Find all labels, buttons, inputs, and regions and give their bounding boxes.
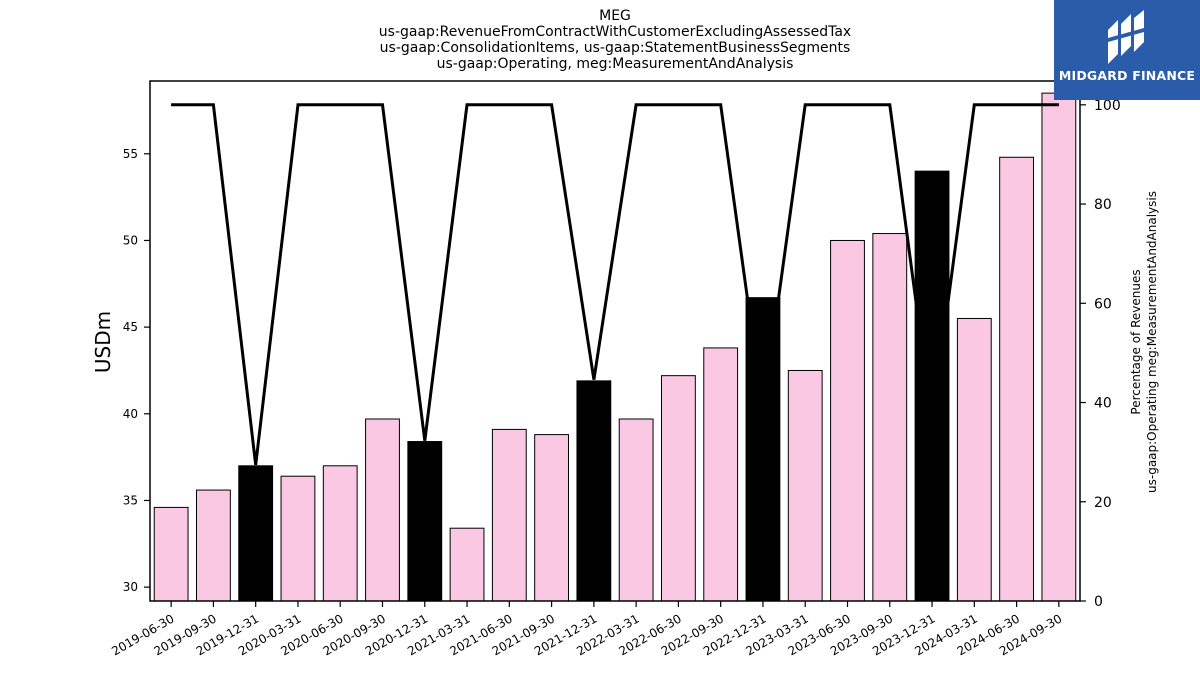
- y2-tick-label: 60: [1094, 296, 1112, 312]
- title-line: us-gaap:ConsolidationItems, us-gaap:Stat…: [380, 40, 851, 56]
- bar: [787, 369, 823, 602]
- bar: [365, 418, 400, 602]
- bar: [830, 239, 865, 602]
- bar-series: [153, 92, 1077, 602]
- y2-label-line: Percentage of Revenues: [1129, 269, 1143, 414]
- percentage-line-series: [171, 103, 1059, 466]
- y2-label-line: us-gaap:Operating meg:MeasurementAndAnal…: [1145, 191, 1159, 493]
- y-tick-label: 50: [123, 233, 138, 247]
- midgard-finance-logo: MIDGARD FINANCE: [1054, 0, 1200, 100]
- bar: [1041, 92, 1077, 602]
- bar: [449, 527, 485, 602]
- y-tick-label: 30: [123, 580, 138, 594]
- bar: [618, 418, 654, 602]
- bar: [661, 375, 696, 602]
- midgard-logo-icon: [1108, 10, 1144, 64]
- y-axis-right: 0 20 40 60 80 100: [1080, 98, 1121, 610]
- bar: [322, 465, 358, 602]
- y2-tick-label: 80: [1094, 197, 1112, 213]
- bar: [238, 465, 274, 602]
- bar: [196, 489, 231, 602]
- y2-tick-label: 20: [1094, 495, 1112, 511]
- y-axis-left: 30 35 40 45 50 55: [123, 147, 150, 594]
- bar: [914, 170, 950, 602]
- title-line: MEG: [599, 8, 631, 24]
- y-tick-label: 55: [123, 147, 138, 161]
- y2-tick-label: 40: [1094, 396, 1112, 412]
- title-line: us-gaap:RevenueFromContractWithCustomerE…: [379, 24, 851, 40]
- y-tick-label: 40: [123, 407, 138, 421]
- y2-tick-label: 100: [1094, 98, 1121, 114]
- bar: [280, 475, 316, 602]
- bar: [999, 156, 1035, 602]
- bar: [534, 434, 570, 602]
- title-line: us-gaap:Operating, meg:MeasurementAndAna…: [437, 56, 794, 72]
- bar: [491, 428, 527, 602]
- y2-axis-label: Percentage of Revenues us-gaap:Operating …: [1129, 191, 1159, 493]
- bar: [872, 233, 908, 602]
- chart-title: MEGus-gaap:RevenueFromContractWithCustom…: [379, 8, 851, 72]
- y-tick-label: 35: [123, 493, 138, 507]
- bar: [576, 380, 612, 602]
- logo-text: MIDGARD FINANCE: [1058, 68, 1196, 83]
- x-axis: 2019-06-302019-09-302019-12-312020-03-31…: [109, 601, 1064, 658]
- bar: [407, 441, 443, 602]
- bar: [956, 317, 992, 602]
- y-tick-label: 45: [123, 320, 138, 334]
- y2-tick-label: 0: [1094, 594, 1103, 610]
- plot-frame: [149, 80, 1081, 602]
- percentage-line: [171, 103, 1059, 466]
- bar: [153, 506, 189, 602]
- bar: [745, 297, 781, 602]
- bar: [703, 347, 739, 602]
- y-axis-label: USDm: [91, 311, 115, 373]
